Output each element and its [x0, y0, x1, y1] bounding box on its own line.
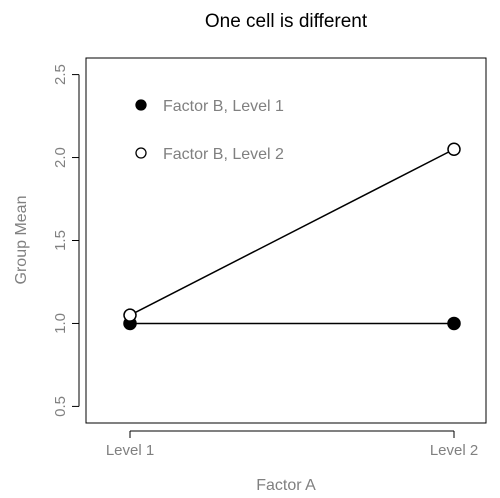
series-group [123, 142, 461, 331]
plot-frame [85, 57, 487, 424]
x-axis: Level 1 Level 2 [106, 430, 478, 459]
y-tick-label: 2.5 [52, 64, 69, 85]
data-point [123, 308, 137, 322]
legend-label: Factor B, Level 2 [163, 146, 284, 163]
y-tick-label: 0.5 [52, 396, 69, 417]
legend: Factor B, Level 1 Factor B, Level 2 [135, 98, 284, 163]
legend-marker [135, 99, 147, 111]
series-line [129, 148, 455, 316]
y-tick-label: 2.0 [52, 147, 69, 168]
x-tick-label: Level 1 [106, 442, 154, 459]
chart-title: One cell is different [205, 11, 368, 32]
legend-label: Factor B, Level 1 [163, 98, 284, 115]
data-point [447, 142, 461, 156]
legend-marker [135, 147, 147, 159]
y-axis: 0.5 1.0 1.5 2.0 2.5 [52, 64, 80, 417]
data-point [447, 316, 461, 331]
x-axis-title: Factor A [256, 477, 316, 494]
y-tick-label: 1.0 [52, 313, 69, 334]
y-tick-label: 1.5 [52, 230, 69, 251]
y-axis-title: Group Mean [13, 196, 30, 285]
x-tick-label: Level 2 [430, 442, 478, 459]
